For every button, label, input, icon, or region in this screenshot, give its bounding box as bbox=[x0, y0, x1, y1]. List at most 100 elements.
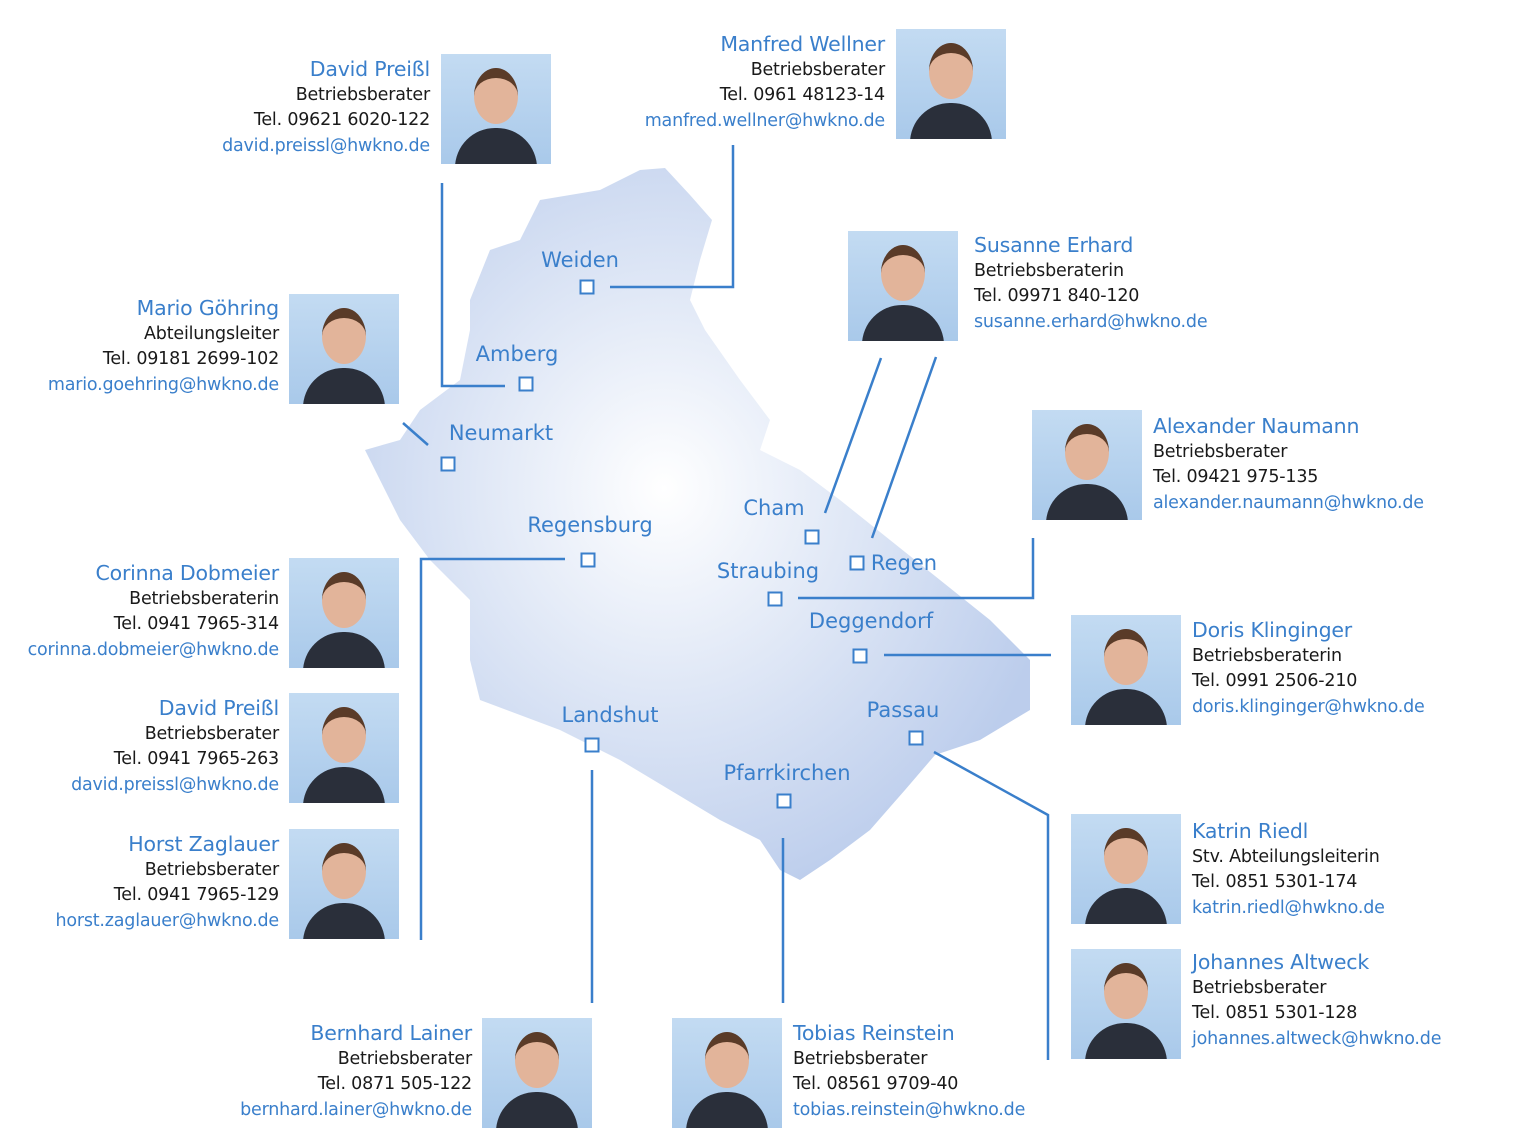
contact-phone: Tel. 0961 48123-14 bbox=[719, 85, 885, 105]
contact-role: Abteilungsleiter bbox=[144, 323, 279, 344]
person-head-icon bbox=[1104, 828, 1148, 884]
contact-email-link[interactable]: bernhard.lainer@hwkno.de bbox=[240, 1099, 472, 1120]
contact-email-link[interactable]: manfred.wellner@hwkno.de bbox=[644, 110, 885, 131]
city-marker-passau bbox=[908, 730, 924, 746]
city-marker-deggendorf bbox=[852, 648, 868, 664]
contact-photo bbox=[1032, 410, 1142, 520]
contact-phone: Tel. 09181 2699-102 bbox=[102, 349, 279, 369]
city-marker-landshut bbox=[584, 737, 600, 753]
contact-role: Betriebsberater bbox=[337, 1048, 473, 1069]
contact-photo bbox=[1071, 615, 1181, 725]
contact-photo bbox=[289, 294, 399, 404]
contact-photo bbox=[1071, 814, 1181, 924]
city-label-weiden: Weiden bbox=[541, 248, 619, 272]
contact-email-link[interactable]: david.preissl@hwkno.de bbox=[71, 774, 279, 795]
contact-card: Corinna Dobmeier Betriebsberaterin Tel. 09… bbox=[27, 561, 280, 663]
person-silhouette-icon bbox=[862, 305, 944, 341]
contact-name: Mario Göhring bbox=[136, 296, 280, 320]
contact-name: Katrin Riedl bbox=[1192, 819, 1309, 843]
contact-name: Horst Zaglauer bbox=[128, 832, 279, 856]
contact-card: Doris Klinginger Betriebsberaterin Tel. 09… bbox=[1192, 618, 1425, 720]
contact-photo bbox=[848, 231, 958, 341]
contact-phone: Tel. 0991 2506-210 bbox=[1192, 671, 1358, 691]
contact-card: Tobias Reinstein Betriebsberater Tel. 0856… bbox=[793, 1021, 1025, 1123]
contact-card: Susanne Erhard Betriebsberaterin Tel. 0997… bbox=[974, 233, 1208, 335]
contact-role: Betriebsberater bbox=[793, 1048, 928, 1069]
contact-name: Bernhard Lainer bbox=[310, 1021, 472, 1045]
city-label-neumarkt: Neumarkt bbox=[448, 421, 554, 445]
contact-email-link[interactable]: alexander.naumann@hwkno.de bbox=[1153, 492, 1424, 513]
contact-photo bbox=[896, 29, 1006, 139]
contact-card: Mario Göhring Abteilungsleiter Tel. 09181 … bbox=[48, 296, 279, 398]
contact-phone: Tel. 09421 975-135 bbox=[1153, 467, 1319, 487]
person-silhouette-icon bbox=[303, 368, 385, 404]
city-marker-amberg bbox=[518, 376, 534, 392]
contact-role: Betriebsberaterin bbox=[974, 260, 1124, 281]
contact-email-link[interactable]: susanne.erhard@hwkno.de bbox=[974, 311, 1208, 332]
contact-email-link[interactable]: johannes.altweck@hwkno.de bbox=[1192, 1028, 1442, 1049]
person-silhouette-icon bbox=[303, 767, 385, 803]
city-label-regensburg: Regensburg bbox=[527, 513, 653, 537]
contact-phone: Tel. 0871 505-122 bbox=[317, 1074, 472, 1094]
person-head-icon bbox=[474, 68, 518, 124]
city-marker-regen bbox=[849, 555, 865, 571]
contact-name: David Preißl bbox=[158, 696, 279, 720]
person-silhouette-icon bbox=[1046, 484, 1128, 520]
contact-name: Alexander Naumann bbox=[1153, 414, 1360, 438]
contact-role: Betriebsberater bbox=[144, 723, 280, 744]
contact-role: Betriebsberaterin bbox=[1192, 645, 1342, 666]
city-label-straubing: Straubing bbox=[716, 559, 820, 583]
contact-email-link[interactable]: david.preissl@hwkno.de bbox=[222, 135, 430, 156]
contact-role: Betriebsberater bbox=[295, 84, 431, 105]
contact-phone: Tel. 0941 7965-263 bbox=[113, 749, 279, 769]
person-silhouette-icon bbox=[1085, 888, 1167, 924]
contact-photo bbox=[1071, 949, 1181, 1059]
person-head-icon bbox=[1104, 963, 1148, 1019]
contact-phone: Tel. 0851 5301-174 bbox=[1192, 872, 1358, 892]
contact-name: David Preißl bbox=[309, 57, 430, 81]
person-silhouette-icon bbox=[910, 103, 992, 139]
city-label-regen: Regen bbox=[870, 551, 938, 575]
contact-email-link[interactable]: mario.goehring@hwkno.de bbox=[47, 374, 279, 395]
contact-phone: Tel. 0941 7965-314 bbox=[113, 614, 279, 634]
region-shape bbox=[365, 168, 1030, 880]
city-label-cham: Cham bbox=[743, 496, 805, 520]
contact-phone: Tel. 09971 840-120 bbox=[974, 286, 1140, 306]
city-marker-pfarrkirchen bbox=[776, 793, 792, 809]
contact-email-link[interactable]: corinna.dobmeier@hwkno.de bbox=[27, 639, 280, 660]
contact-photo bbox=[672, 1018, 782, 1128]
contact-email-link[interactable]: doris.klinginger@hwkno.de bbox=[1192, 696, 1425, 717]
contact-photo bbox=[289, 829, 399, 939]
person-head-icon bbox=[515, 1032, 559, 1088]
contact-role: Betriebsberater bbox=[1153, 441, 1288, 462]
contact-phone: Tel. 0941 7965-129 bbox=[113, 885, 279, 905]
person-silhouette-icon bbox=[686, 1092, 768, 1128]
contact-email-link[interactable]: tobias.reinstein@hwkno.de bbox=[793, 1099, 1026, 1120]
person-silhouette-icon bbox=[455, 128, 537, 164]
connector-lines bbox=[402, 145, 1051, 1060]
contact-name: Johannes Altweck bbox=[1192, 950, 1370, 974]
person-head-icon bbox=[881, 245, 925, 301]
contact-role: Betriebsberater bbox=[144, 859, 280, 880]
city-label-deggendorf: Deggendorf bbox=[808, 609, 934, 633]
contact-card: Manfred Wellner Betriebsberater Tel. 0961 … bbox=[645, 32, 885, 134]
person-head-icon bbox=[322, 707, 366, 763]
contact-name: Doris Klinginger bbox=[1192, 618, 1353, 642]
contact-name: Susanne Erhard bbox=[974, 233, 1134, 257]
contact-email-link[interactable]: horst.zaglauer@hwkno.de bbox=[55, 910, 279, 931]
city-marker-neumarkt bbox=[440, 456, 456, 472]
contact-card: David Preißl Betriebsberater Tel. 0941 796… bbox=[71, 696, 279, 798]
contact-email-link[interactable]: katrin.riedl@hwkno.de bbox=[1192, 897, 1385, 918]
person-head-icon bbox=[322, 572, 366, 628]
contact-card: Alexander Naumann Betriebsberater Tel. 094… bbox=[1153, 414, 1424, 516]
contact-phone: Tel. 0851 5301-128 bbox=[1192, 1003, 1358, 1023]
person-head-icon bbox=[705, 1032, 749, 1088]
person-head-icon bbox=[322, 843, 366, 899]
person-head-icon bbox=[1104, 629, 1148, 685]
person-silhouette-icon bbox=[496, 1092, 578, 1128]
person-head-icon bbox=[1065, 424, 1109, 480]
contact-photo bbox=[482, 1018, 592, 1128]
person-head-icon bbox=[929, 43, 973, 99]
contact-role: Betriebsberaterin bbox=[129, 588, 279, 609]
